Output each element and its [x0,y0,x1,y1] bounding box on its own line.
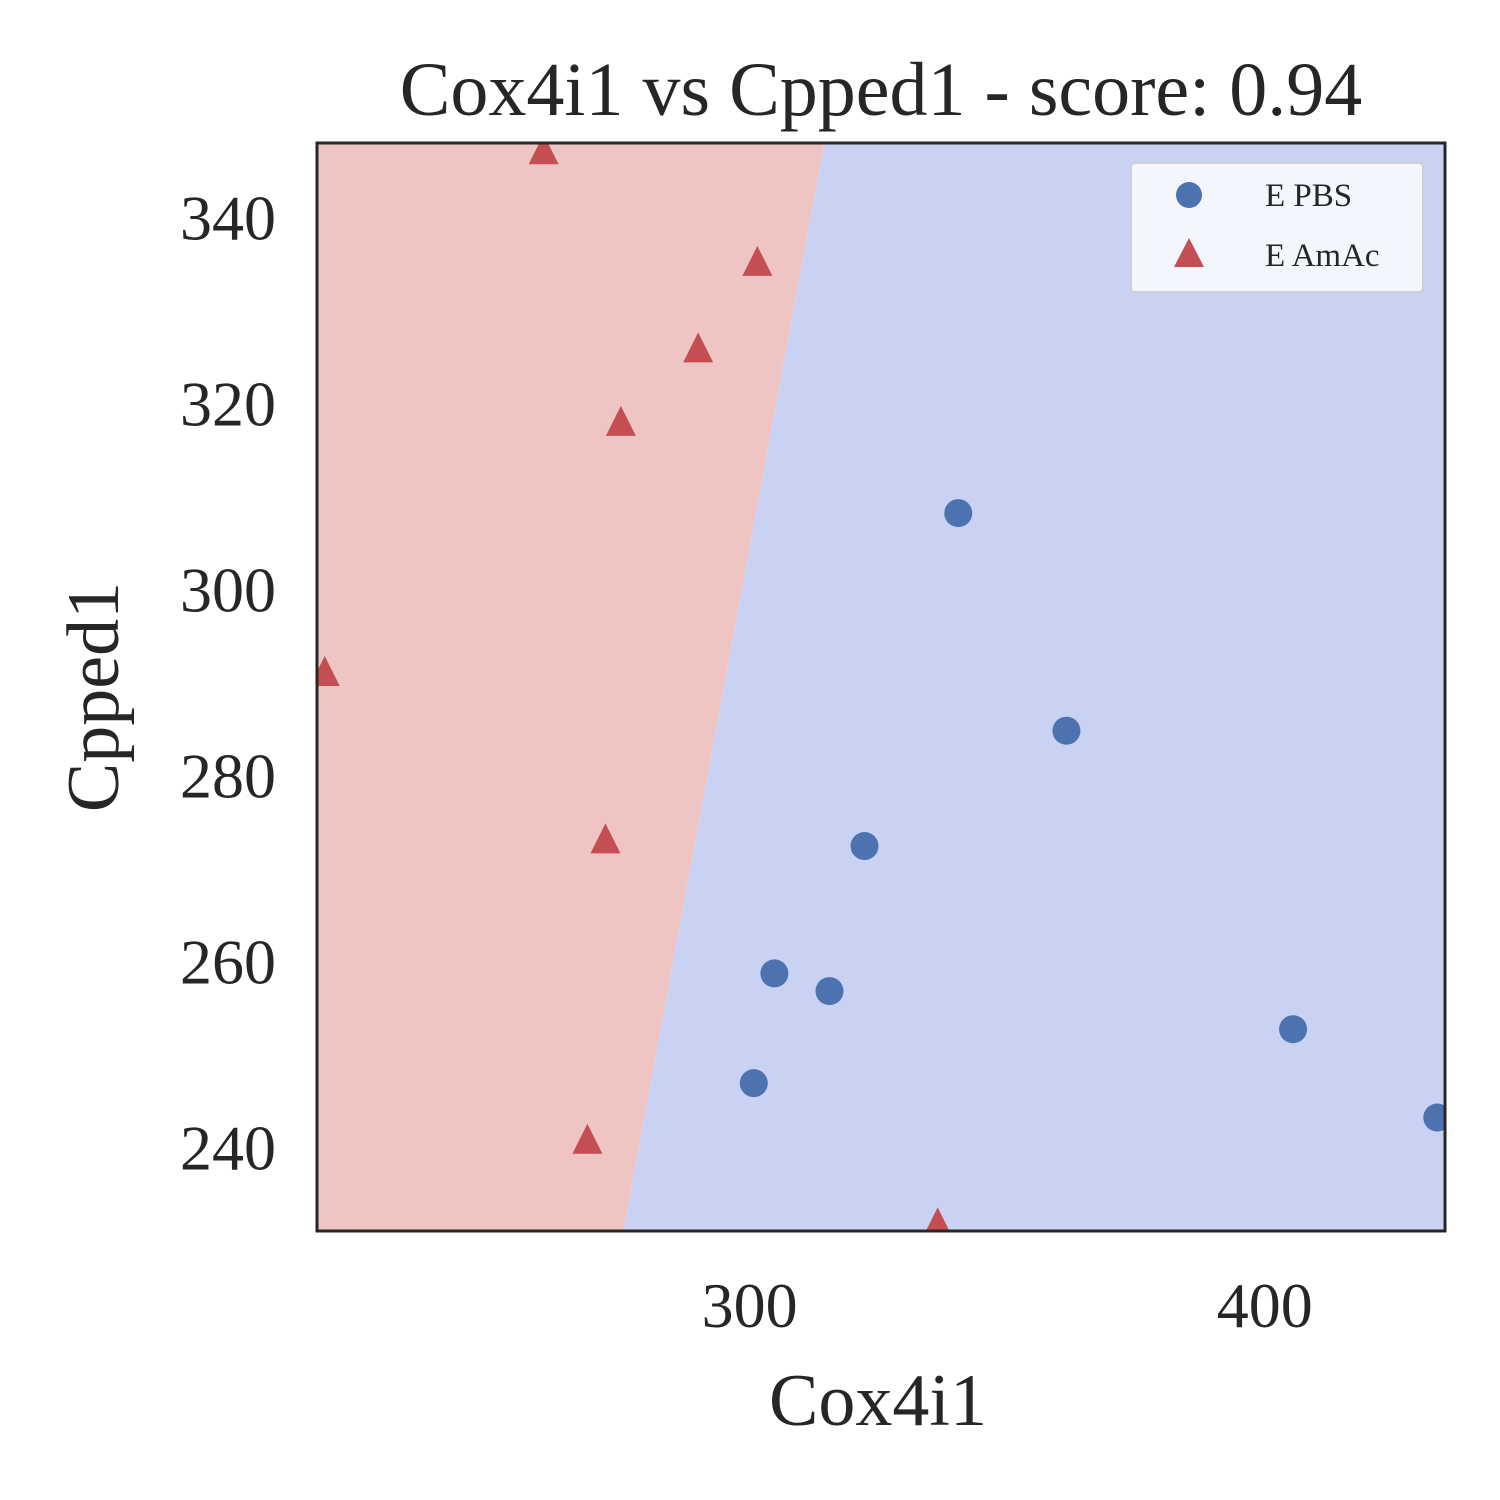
plot-frame [315,141,1447,1233]
data-point-e-amac [528,143,559,165]
data-point-e-pbs [815,977,844,1006]
data-point-e-pbs [760,959,789,988]
data-point-e-amac [742,245,773,276]
x-axis-label: Cox4i1 [769,1360,987,1442]
chart-title: Cox4i1 vs Cpped1 - score: 0.94 [400,48,1363,132]
data-point-e-pbs [1052,716,1081,745]
legend: E PBS E AmAc [1130,162,1424,293]
legend-item: E PBS [1176,178,1352,214]
data-point-e-amac [605,405,636,436]
data-point-e-amac [317,655,340,686]
x-axis-ticks: 300 400 [702,1270,1313,1341]
data-point-e-amac [590,823,621,854]
region-e-pbs [623,143,1445,1231]
y-tick-label: 320 [180,368,276,439]
y-tick-label: 240 [180,1112,276,1183]
data-point-e-pbs [944,499,973,528]
data-point-e-pbs [1279,1015,1308,1044]
data-point-e-amac [683,332,714,363]
x-tick-label: 400 [1217,1270,1313,1341]
legend-label: E AmAc [1265,238,1380,274]
legend-marker-circle [1176,182,1202,208]
data-point-e-amac [572,1123,603,1154]
y-tick-label: 260 [180,926,276,997]
data-markers [317,143,1445,1231]
y-axis-ticks: 240 260 280 300 320 340 [180,182,276,1183]
legend-label: E PBS [1265,178,1352,214]
y-tick-label: 280 [180,740,276,811]
legend-item: E AmAc [1174,238,1380,274]
y-tick-label: 300 [180,554,276,625]
y-axis-label: Cpped1 [53,582,135,812]
legend-marker-triangle [1174,238,1204,267]
legend-box [1130,162,1424,293]
decision-regions [317,143,1445,1231]
region-e-amac [317,143,825,1231]
data-point-e-pbs [739,1069,768,1098]
data-point-e-amac [925,1207,950,1231]
x-tick-label: 300 [702,1270,798,1341]
data-point-e-pbs [850,832,879,861]
data-point-e-pbs [1423,1103,1445,1132]
y-tick-label: 340 [180,182,276,253]
